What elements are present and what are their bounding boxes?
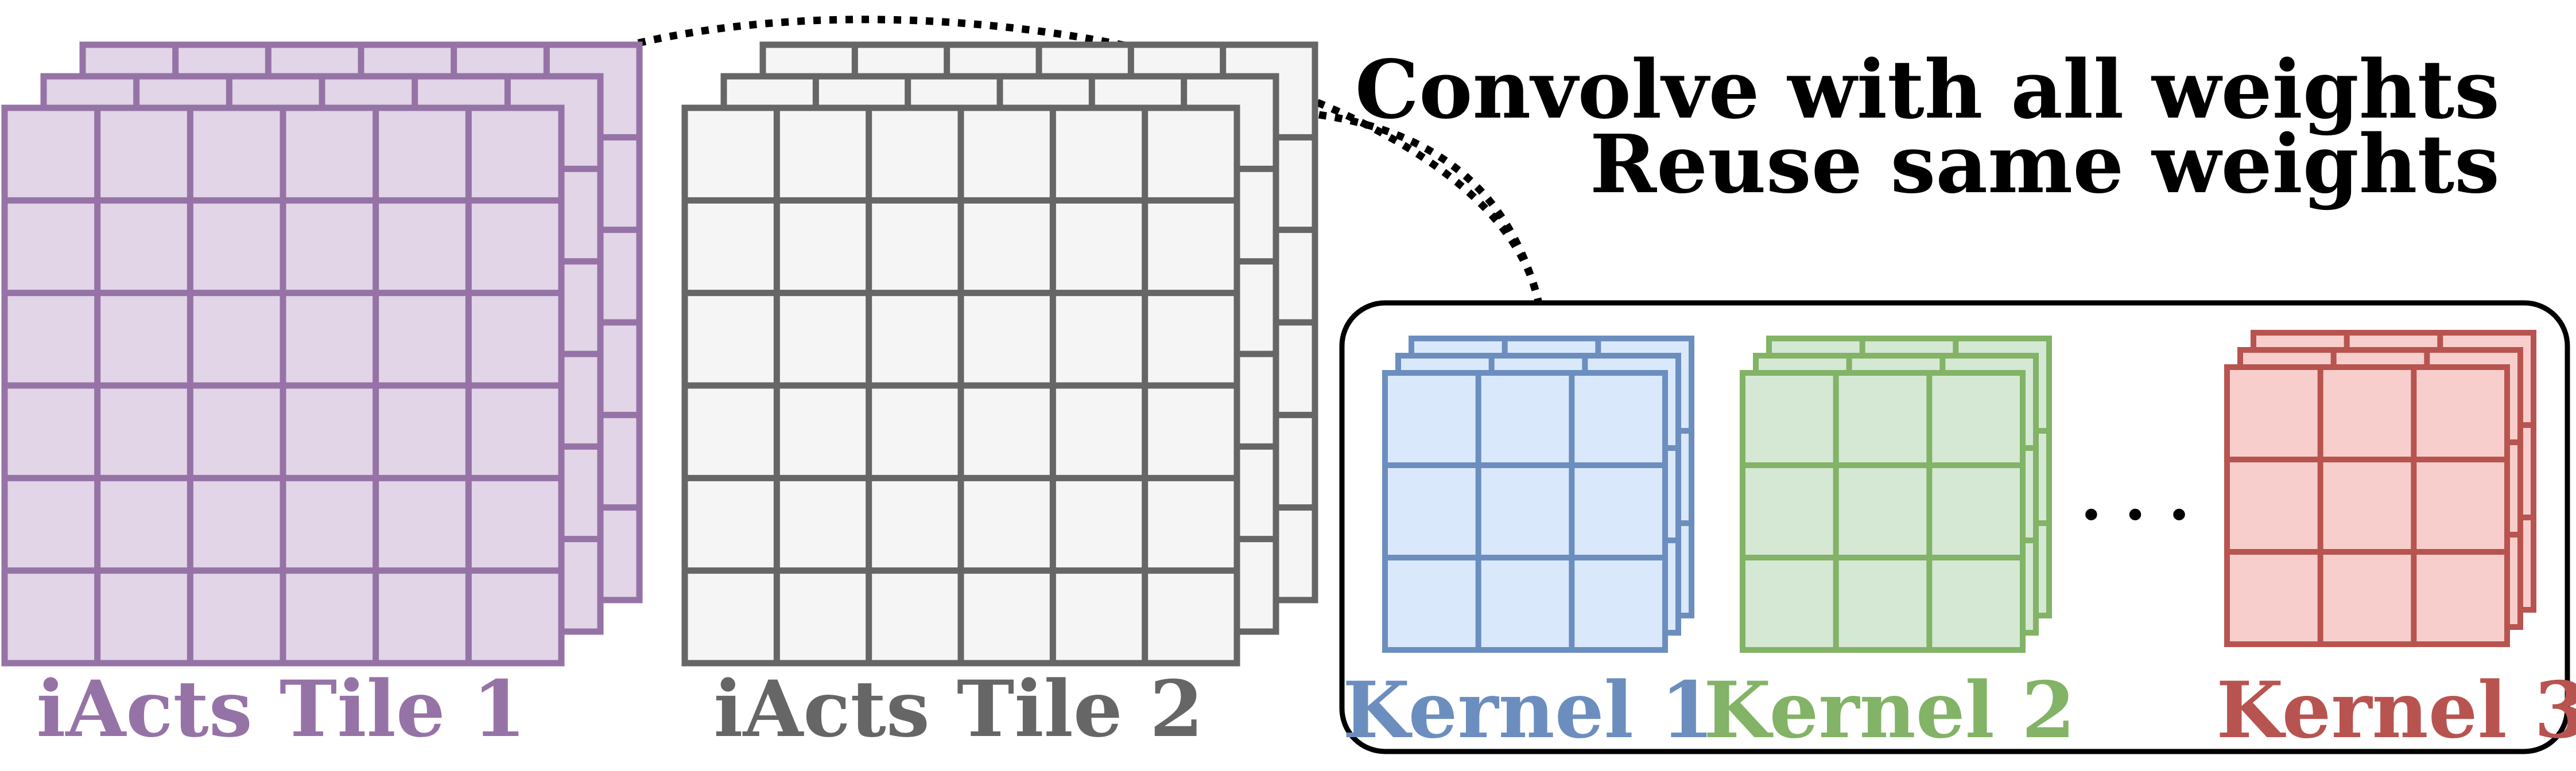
kernel-ellipsis: · · ·: [2080, 477, 2190, 551]
kernel-1: [1382, 336, 1694, 653]
kernel-group-box: [1339, 300, 2570, 754]
kernel-3: [2224, 330, 2536, 647]
annotation-convolve: Convolve with all weights: [1355, 43, 2500, 137]
kernel-2-layer-1: [1740, 370, 2026, 653]
kernel-1-label: Kernel 1: [1343, 664, 1714, 756]
tile-1-layer-1: [1, 104, 565, 667]
kernel-1-layer-1: [1382, 370, 1668, 653]
reuse-connector-2: [1318, 111, 1542, 302]
annotation-reuse: Reuse same weights: [1590, 118, 2500, 212]
iacts-tile-1: [1, 41, 643, 667]
kernel-2: [1740, 336, 2052, 653]
tile-2-layer-1: [681, 104, 1240, 667]
iacts-tile-1-label: iActs Tile 1: [36, 663, 526, 754]
kernel-3-label: Kernel 3: [2216, 664, 2576, 756]
kernel-2-label: Kernel 2: [1704, 664, 2075, 756]
iacts-tile-2: [681, 41, 1318, 667]
kernel-3-layer-1: [2224, 364, 2510, 647]
iacts-tile-2-label: iActs Tile 2: [713, 663, 1203, 754]
